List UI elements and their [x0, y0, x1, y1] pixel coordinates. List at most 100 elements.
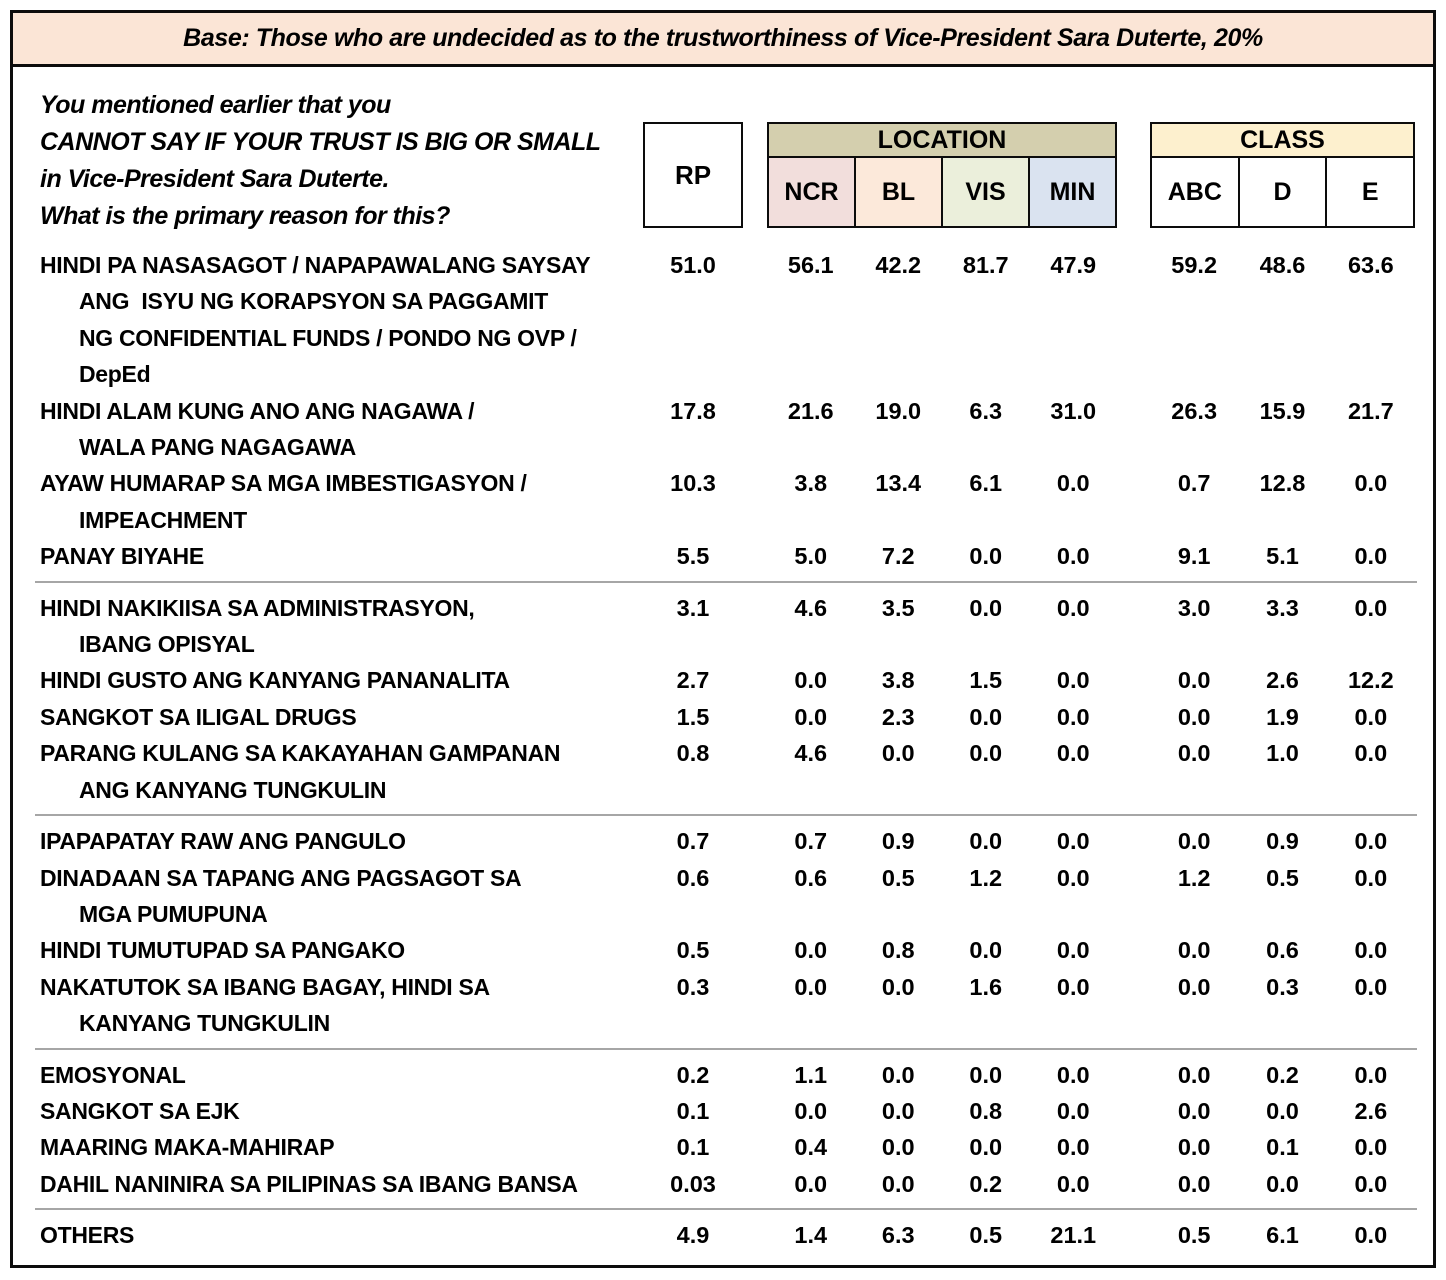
value-cell-d: 48.6 — [1259, 252, 1306, 278]
value-cell-rp: 0.2 — [676, 1061, 710, 1088]
value-cell-e: 63.6 — [1347, 252, 1394, 278]
row-label-line: DAHIL NANINIRA SA PILIPINAS SA IBANG BAN… — [40, 1170, 578, 1197]
value-cell-vis: 0.0 — [969, 1134, 1003, 1161]
value-cell-e: 21.7 — [1347, 397, 1394, 424]
value-cell-abc: 0.0 — [1177, 828, 1211, 855]
value-cell-vis: 1.6 — [969, 973, 1003, 1000]
value-cell-rp: 10.3 — [670, 470, 716, 497]
value-cell-min: 0.0 — [1056, 864, 1090, 891]
value-cell-rp: 51.0 — [670, 252, 716, 278]
question-line: in Vice-President Sara Duterte. — [40, 165, 389, 193]
table-row: HINDI ALAM KUNG ANO ANG NAGAWA / WALA PAN… — [13, 393, 1433, 466]
value-cell-d: 0.0 — [1266, 1170, 1299, 1197]
row-label: HINDI GUSTO ANG KANYANG PANANALITA — [13, 662, 643, 698]
column-header-abc: ABC — [1150, 158, 1240, 228]
value-cell-abc: 0.0 — [1177, 703, 1211, 730]
value-cell-ncr: 0.0 — [794, 937, 828, 964]
row-label: SANGKOT SA ILIGAL DRUGS — [13, 699, 643, 735]
value-cell-bl: 0.5 — [881, 864, 915, 891]
row-label: PANAY BIYAHE — [13, 538, 643, 574]
value-cell-d: 6.1 — [1266, 1222, 1299, 1249]
value-cell-abc: 0.0 — [1177, 1134, 1211, 1161]
value-cell-rp: 17.8 — [670, 397, 716, 424]
row-label-line: PANAY BIYAHE — [40, 543, 204, 570]
table-row: EMOSYONAL 0.2 1.1 0.0 0.0 0.0 0.0 0.2 0.0 — [13, 1057, 1433, 1093]
value-cell-ncr: 0.4 — [794, 1134, 828, 1161]
row-label: OTHERS — [13, 1217, 643, 1253]
row-label: MAARING MAKA-MAHIRAP — [13, 1129, 643, 1165]
value-cell-abc: 0.0 — [1177, 740, 1211, 767]
value-cell-min: 0.0 — [1056, 828, 1090, 855]
value-cell-d: 0.5 — [1266, 864, 1299, 891]
value-cell-ncr: 4.6 — [794, 594, 828, 621]
value-cell-min: 0.0 — [1056, 740, 1090, 767]
location-subheaders: NCR BL VIS MIN — [767, 158, 1117, 228]
class-header-group: CLASS ABC D E — [1150, 122, 1416, 228]
table-row: PARANG KULANG SA KAKAYAHAN GAMPANAN ANG K… — [13, 735, 1433, 808]
value-cell-ncr: 56.1 — [787, 252, 834, 278]
value-cell-bl: 3.5 — [881, 594, 915, 621]
row-label-line: HINDI NAKIKIISA SA ADMINISTRASYON, — [40, 594, 475, 621]
value-cell-min: 0.0 — [1056, 1170, 1090, 1197]
question-line: You mentioned earlier that you — [40, 91, 391, 119]
question-line: CANNOT SAY IF YOUR TRUST IS BIG OR SMALL — [40, 128, 601, 156]
row-label-continuation: DepEd — [79, 361, 151, 388]
value-cell-bl: 13.4 — [875, 470, 922, 497]
value-cell-min: 21.1 — [1050, 1222, 1097, 1249]
value-cell-d: 2.6 — [1266, 667, 1299, 694]
row-label-line: PARANG KULANG SA KAKAYAHAN GAMPANAN — [40, 740, 561, 767]
value-cell-min: 0.0 — [1056, 1097, 1090, 1124]
row-label-line: IPAPAPATAY RAW ANG PANGULO — [40, 828, 406, 855]
value-cell-ncr: 0.0 — [794, 667, 828, 694]
value-cell-ncr: 5.0 — [794, 543, 828, 570]
value-cell-ncr: 1.4 — [794, 1222, 828, 1249]
value-cell-d: 5.1 — [1266, 543, 1299, 570]
value-cell-rp: 0.3 — [676, 973, 710, 1000]
value-cell-e: 0.0 — [1354, 1222, 1388, 1249]
column-header-e: E — [1325, 158, 1416, 228]
value-cell-vis: 0.8 — [969, 1097, 1003, 1124]
row-label-continuation: MGA PUMUPUNA — [79, 900, 268, 927]
column-header-rp: RP — [643, 122, 743, 228]
value-cell-abc: 0.7 — [1177, 470, 1211, 497]
value-cell-rp: 5.5 — [676, 543, 710, 570]
value-cell-min: 31.0 — [1050, 397, 1097, 424]
column-header-vis: VIS — [941, 158, 1030, 228]
value-cell-ncr: 1.1 — [794, 1061, 828, 1088]
value-cell-bl: 0.0 — [881, 1061, 915, 1088]
value-cell-abc: 1.2 — [1177, 864, 1211, 891]
value-cell-abc: 3.0 — [1177, 594, 1211, 621]
value-cell-bl: 3.8 — [881, 667, 915, 694]
table-row: HINDI GUSTO ANG KANYANG PANANALITA 2.7 0.0… — [13, 662, 1433, 698]
value-cell-vis: 0.0 — [969, 1061, 1003, 1088]
value-cell-ncr: 3.8 — [794, 470, 828, 497]
value-cell-bl: 0.8 — [881, 937, 915, 964]
value-cell-min: 0.0 — [1056, 543, 1090, 570]
value-cell-ncr: 0.0 — [794, 973, 828, 1000]
question-line: What is the primary reason for this? — [40, 202, 450, 230]
question-text: You mentioned earlier that you CANNOT SA… — [40, 87, 601, 235]
value-cell-ncr: 0.0 — [794, 1170, 828, 1197]
value-cell-min: 0.0 — [1056, 973, 1090, 1000]
value-cell-rp: 0.03 — [670, 1170, 716, 1197]
row-label-continuation: ANG KANYANG TUNGKULIN — [79, 776, 387, 803]
row-label: IPAPAPATAY RAW ANG PANGULO — [13, 823, 643, 859]
value-cell-bl: 0.9 — [881, 828, 915, 855]
table-row: HINDI PA NASASAGOT / NAPAPAWALANG SAYSAY… — [13, 247, 1433, 393]
value-cell-vis: 0.5 — [969, 1222, 1003, 1249]
value-cell-abc: 26.3 — [1171, 397, 1218, 424]
value-cell-vis: 0.0 — [969, 937, 1003, 964]
group-divider — [13, 1042, 1433, 1057]
value-cell-d: 1.9 — [1266, 703, 1299, 730]
value-cell-bl: 42.2 — [875, 252, 922, 278]
value-cell-vis: 0.0 — [969, 828, 1003, 855]
value-cell-d: 15.9 — [1259, 397, 1306, 424]
value-cell-vis: 0.0 — [969, 740, 1003, 767]
value-cell-min: 0.0 — [1056, 594, 1090, 621]
table-row: OTHERS 4.9 1.4 6.3 0.5 21.1 0.5 6.1 0.0 — [13, 1217, 1433, 1253]
column-header-ncr: NCR — [767, 158, 856, 228]
value-cell-min: 0.0 — [1056, 470, 1090, 497]
value-cell-vis: 0.0 — [969, 543, 1003, 570]
value-cell-ncr: 0.0 — [794, 703, 828, 730]
value-cell-rp: 3.1 — [676, 594, 710, 621]
